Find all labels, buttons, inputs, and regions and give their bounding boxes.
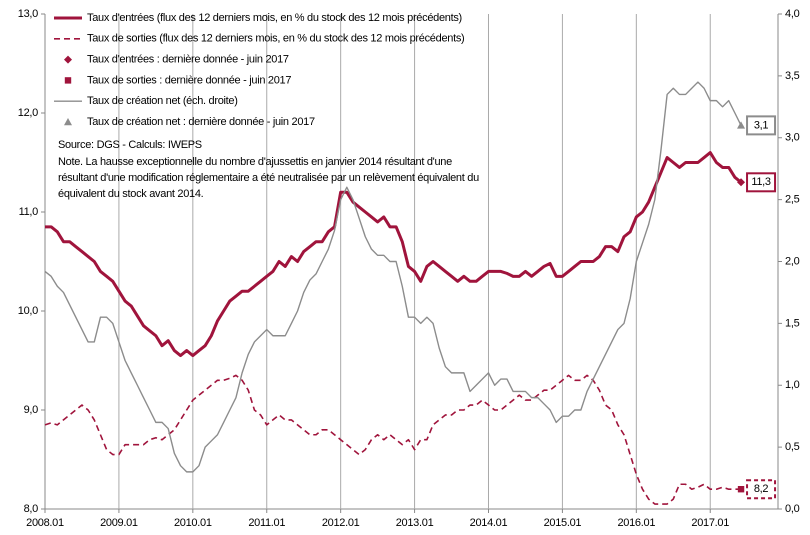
marker [737,121,746,129]
marker [64,77,72,84]
y2-tick-label: 1,5 [785,317,800,329]
note: Note. La hausse exceptionnelle du nombre… [58,156,452,168]
y2-tick-label: 3,0 [785,132,800,144]
legend-label: Taux d'entrées : dernière donnée - juin … [87,54,289,66]
note: équivalent du stock avant 2014. [58,188,204,200]
y2-tick-label: 3,5 [785,70,800,82]
x-tick-label: 2011.01 [248,517,285,529]
y2-tick-label: 1,0 [785,379,800,391]
marker [737,178,746,187]
legend-label: Taux de création net : dernière donnée -… [87,116,315,128]
y2-tick-label: 2,5 [785,194,800,206]
y-tick-label: 13,0 [18,8,38,20]
y2-tick-label: 0,5 [785,441,800,453]
x-tick-label: 2012.01 [322,517,360,529]
y2-tick-label: 0,0 [785,503,800,515]
value-label-box [746,115,777,136]
series-line [45,151,742,358]
source: Source: DGS - Calculs: IWEPS [58,139,202,151]
x-tick-label: 2017.01 [691,517,729,529]
legend-label: Taux de sorties : dernière donnée - juin… [87,74,291,86]
y-tick-label: 10,0 [18,305,38,317]
y-tick-label: 12,0 [18,107,38,119]
x-tick-label: 2016.01 [617,517,655,529]
note: résultant d'une modification réglementai… [58,172,479,184]
value-label: 8,2 [754,483,769,495]
x-tick-label: 2008.01 [26,517,64,529]
series-line [44,81,742,473]
legend-label: Taux d'entrées (flux des 12 derniers moi… [87,12,462,24]
y2-tick-label: 2,0 [785,255,800,267]
y-tick-label: 11,0 [19,206,39,218]
x-tick-label: 2015.01 [544,517,582,529]
x-tick-label: 2010.01 [174,517,212,529]
legend-label: Taux de sorties (flux des 12 derniers mo… [87,33,464,45]
x-tick-label: 2013.01 [396,517,434,529]
series-line [44,374,742,505]
y2-tick-label: 4,0 [785,8,800,20]
value-label-box [746,479,777,500]
value-label-box [746,172,777,193]
value-label: 3,1 [754,119,769,131]
marker [64,118,72,126]
x-tick-label: 2009.01 [100,517,138,529]
value-label: 11,3 [751,176,771,188]
marker [737,486,745,493]
y-tick-label: 9,0 [24,404,39,416]
x-tick-label: 2014.01 [470,517,508,529]
y-tick-label: 8,0 [24,503,39,515]
marker [64,55,72,64]
legend-label: Taux de création net (éch. droite) [87,95,238,107]
